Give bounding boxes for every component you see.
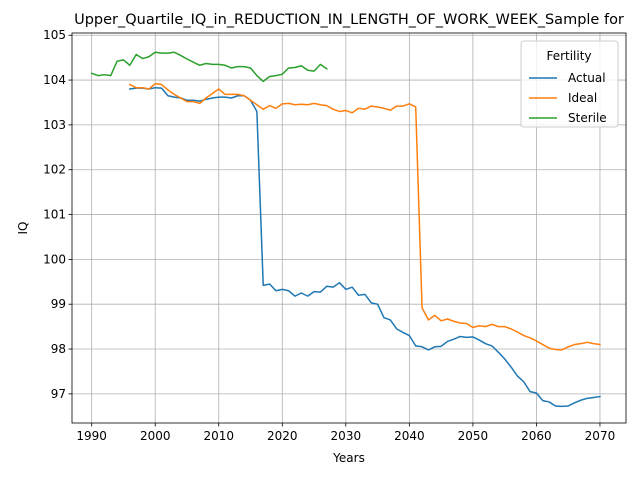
plot-frame [71, 32, 627, 424]
y-tick-label: 104 [43, 73, 66, 87]
x-tick-label: 2000 [140, 429, 171, 443]
x-tick-label: 2060 [521, 429, 552, 443]
x-tick-label: 1990 [76, 429, 107, 443]
y-tick-label: 103 [43, 118, 66, 132]
y-tick-label: 99 [51, 297, 66, 311]
y-tick-label: 101 [43, 208, 66, 222]
legend: Fertility Actual Ideal Sterile [520, 40, 619, 128]
legend-items: Actual Ideal Sterile [529, 71, 607, 125]
x-tick-label: 2010 [203, 429, 234, 443]
y-tick-label: 105 [43, 28, 66, 42]
x-tick-label: 2040 [394, 429, 425, 443]
y-tick-label: 98 [51, 342, 66, 356]
series-line-ideal [128, 82, 601, 351]
y-axis-label: IQ [16, 222, 30, 235]
y-axis-ticks: 97 98 99 100 101 102 103 104 105 [43, 28, 72, 401]
legend-title: Fertility [546, 49, 591, 63]
chart-title: Upper_Quartile_IQ_in_REDUCTION_IN_LENGTH… [74, 12, 624, 28]
y-tick-label: 102 [43, 163, 66, 177]
x-tick-label: 2050 [458, 429, 489, 443]
x-axis-ticks: 1990 2000 2010 2020 2030 2040 2050 2060 2070 [76, 423, 615, 443]
series-line-sterile [90, 51, 328, 83]
x-tick-label: 2030 [331, 429, 362, 443]
x-tick-label: 2070 [585, 429, 616, 443]
series-lines [90, 51, 601, 408]
legend-box [520, 40, 619, 128]
legend-label-actual: Actual [568, 71, 606, 85]
legend-label-ideal: Ideal [568, 91, 597, 105]
y-tick-label: 97 [51, 387, 66, 401]
x-tick-label: 2020 [267, 429, 298, 443]
x-axis-label: Years [332, 451, 365, 465]
series-line-actual [128, 86, 601, 408]
y-tick-label: 100 [43, 252, 66, 266]
legend-label-sterile: Sterile [568, 111, 607, 125]
